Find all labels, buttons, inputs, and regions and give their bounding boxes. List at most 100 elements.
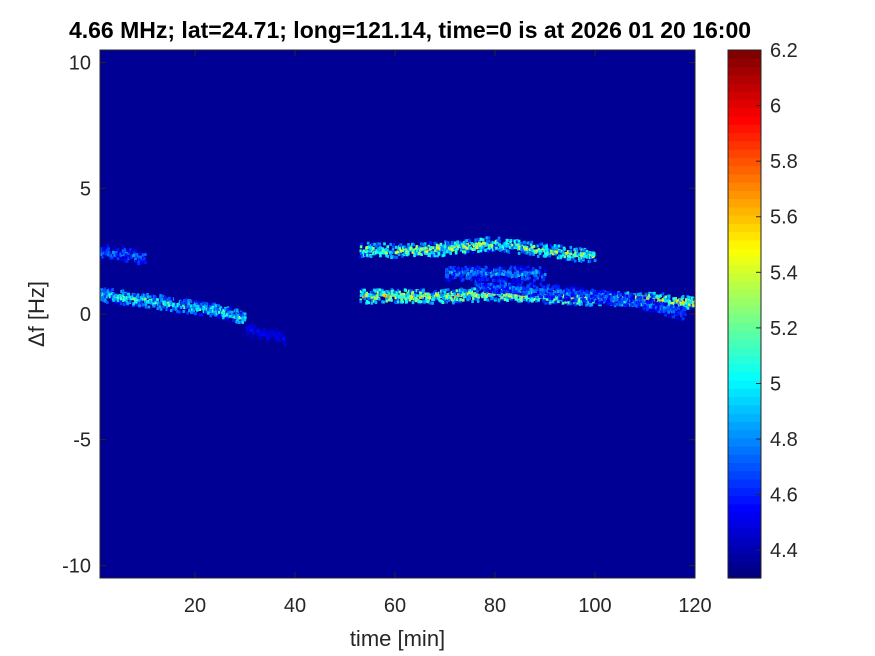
heatmap-cell xyxy=(365,249,369,253)
heatmap-cell xyxy=(420,253,423,256)
heatmap-cell xyxy=(502,246,506,250)
heatmap-cell xyxy=(471,267,474,270)
heatmap-cell xyxy=(100,253,103,257)
heatmap-cell xyxy=(477,294,480,298)
heatmap-cell xyxy=(621,297,624,301)
heatmap-cell xyxy=(217,315,221,319)
heatmap-cell xyxy=(501,297,505,301)
heatmap-cell xyxy=(405,296,409,300)
heatmap-cell xyxy=(141,253,145,257)
heatmap-cell xyxy=(451,271,454,275)
heatmap-cell xyxy=(401,295,404,299)
heatmap-cell xyxy=(446,295,449,299)
heatmap-cell xyxy=(405,253,409,257)
heatmap-cell xyxy=(546,297,549,301)
heatmap-cell xyxy=(420,288,423,292)
heatmap-cell xyxy=(460,271,464,275)
heatmap-cell xyxy=(663,306,666,310)
heatmap-cell xyxy=(475,268,478,272)
heatmap-cell xyxy=(413,297,417,301)
heatmap-cell xyxy=(478,242,481,245)
heatmap-cell xyxy=(544,254,547,258)
heatmap-cell xyxy=(472,292,476,296)
heatmap-cell xyxy=(488,290,491,294)
heatmap-cell xyxy=(176,304,180,308)
heatmap-cell xyxy=(619,295,623,299)
heatmap-cell xyxy=(615,298,618,302)
heatmap-cell xyxy=(481,269,484,273)
heatmap-cell xyxy=(467,289,471,293)
heatmap-cell xyxy=(576,301,579,305)
heatmap-cell xyxy=(569,292,573,295)
heatmap-cell xyxy=(549,244,553,248)
heatmap-cell xyxy=(557,292,561,295)
heatmap-cell xyxy=(483,290,487,294)
heatmap-cell xyxy=(407,296,410,300)
heatmap-cell xyxy=(638,303,641,307)
heatmap-cell xyxy=(497,276,500,280)
heatmap-cell xyxy=(374,300,377,304)
heatmap-cell xyxy=(475,238,479,242)
heatmap-cell xyxy=(466,246,469,250)
heatmap-cell xyxy=(538,243,542,247)
heatmap-cell xyxy=(642,308,645,312)
heatmap-cell xyxy=(529,243,533,247)
heatmap-cell xyxy=(407,292,410,296)
heatmap-cell xyxy=(490,290,493,294)
heatmap-cell xyxy=(566,292,569,296)
heatmap-cell xyxy=(637,305,641,309)
heatmap-cell xyxy=(110,253,114,257)
heatmap-cell xyxy=(574,291,578,295)
heatmap-cell xyxy=(588,300,592,304)
heatmap-cell xyxy=(278,334,282,338)
heatmap-cell xyxy=(663,297,667,301)
heatmap-cell xyxy=(238,320,241,324)
heatmap-cell xyxy=(270,328,273,332)
heatmap-cell xyxy=(569,302,572,306)
heatmap-cell xyxy=(362,249,366,253)
heatmap-cell xyxy=(455,289,459,293)
heatmap-cell xyxy=(682,302,685,306)
heatmap-cell xyxy=(119,298,122,302)
heatmap-cell xyxy=(141,260,144,264)
colorbar-band xyxy=(728,231,761,241)
heatmap-cell xyxy=(467,265,471,269)
heatmap-cell xyxy=(438,244,441,248)
heatmap-cell xyxy=(122,258,126,262)
heatmap-cell xyxy=(126,301,129,305)
heatmap-cell xyxy=(539,269,543,273)
heatmap-cell xyxy=(531,289,535,293)
heatmap-cell xyxy=(444,275,448,279)
heatmap-cell xyxy=(266,334,269,338)
heatmap-cell xyxy=(535,295,539,299)
heatmap-cell xyxy=(667,294,671,298)
heatmap-cell xyxy=(197,304,201,308)
heatmap-cell xyxy=(361,255,364,258)
heatmap-cell xyxy=(123,250,126,254)
heatmap-cell xyxy=(188,306,192,310)
heatmap-cell xyxy=(241,320,244,324)
heatmap-cell xyxy=(372,246,375,250)
heatmap-cell xyxy=(368,294,371,298)
heatmap-cell xyxy=(551,290,554,294)
heatmap-cell xyxy=(491,288,495,292)
heatmap-cell xyxy=(217,304,220,307)
heatmap-cell xyxy=(441,250,445,254)
heatmap-cell xyxy=(659,301,663,305)
heatmap-cell xyxy=(505,238,509,242)
heatmap-cell xyxy=(383,290,387,294)
heatmap-cell xyxy=(499,283,503,287)
heatmap-cell xyxy=(127,250,131,254)
heatmap-cell xyxy=(515,287,518,291)
heatmap-cell xyxy=(584,248,587,252)
heatmap-cell xyxy=(560,293,563,297)
heatmap-cell xyxy=(163,295,167,299)
heatmap-cell xyxy=(116,257,120,261)
heatmap-cell xyxy=(499,246,502,250)
heatmap-cell xyxy=(365,301,368,305)
heatmap-cell xyxy=(376,247,380,251)
heatmap-cell xyxy=(194,312,197,316)
heatmap-cell xyxy=(527,278,530,282)
heatmap-cell xyxy=(607,302,611,306)
heatmap-cell xyxy=(613,298,616,302)
